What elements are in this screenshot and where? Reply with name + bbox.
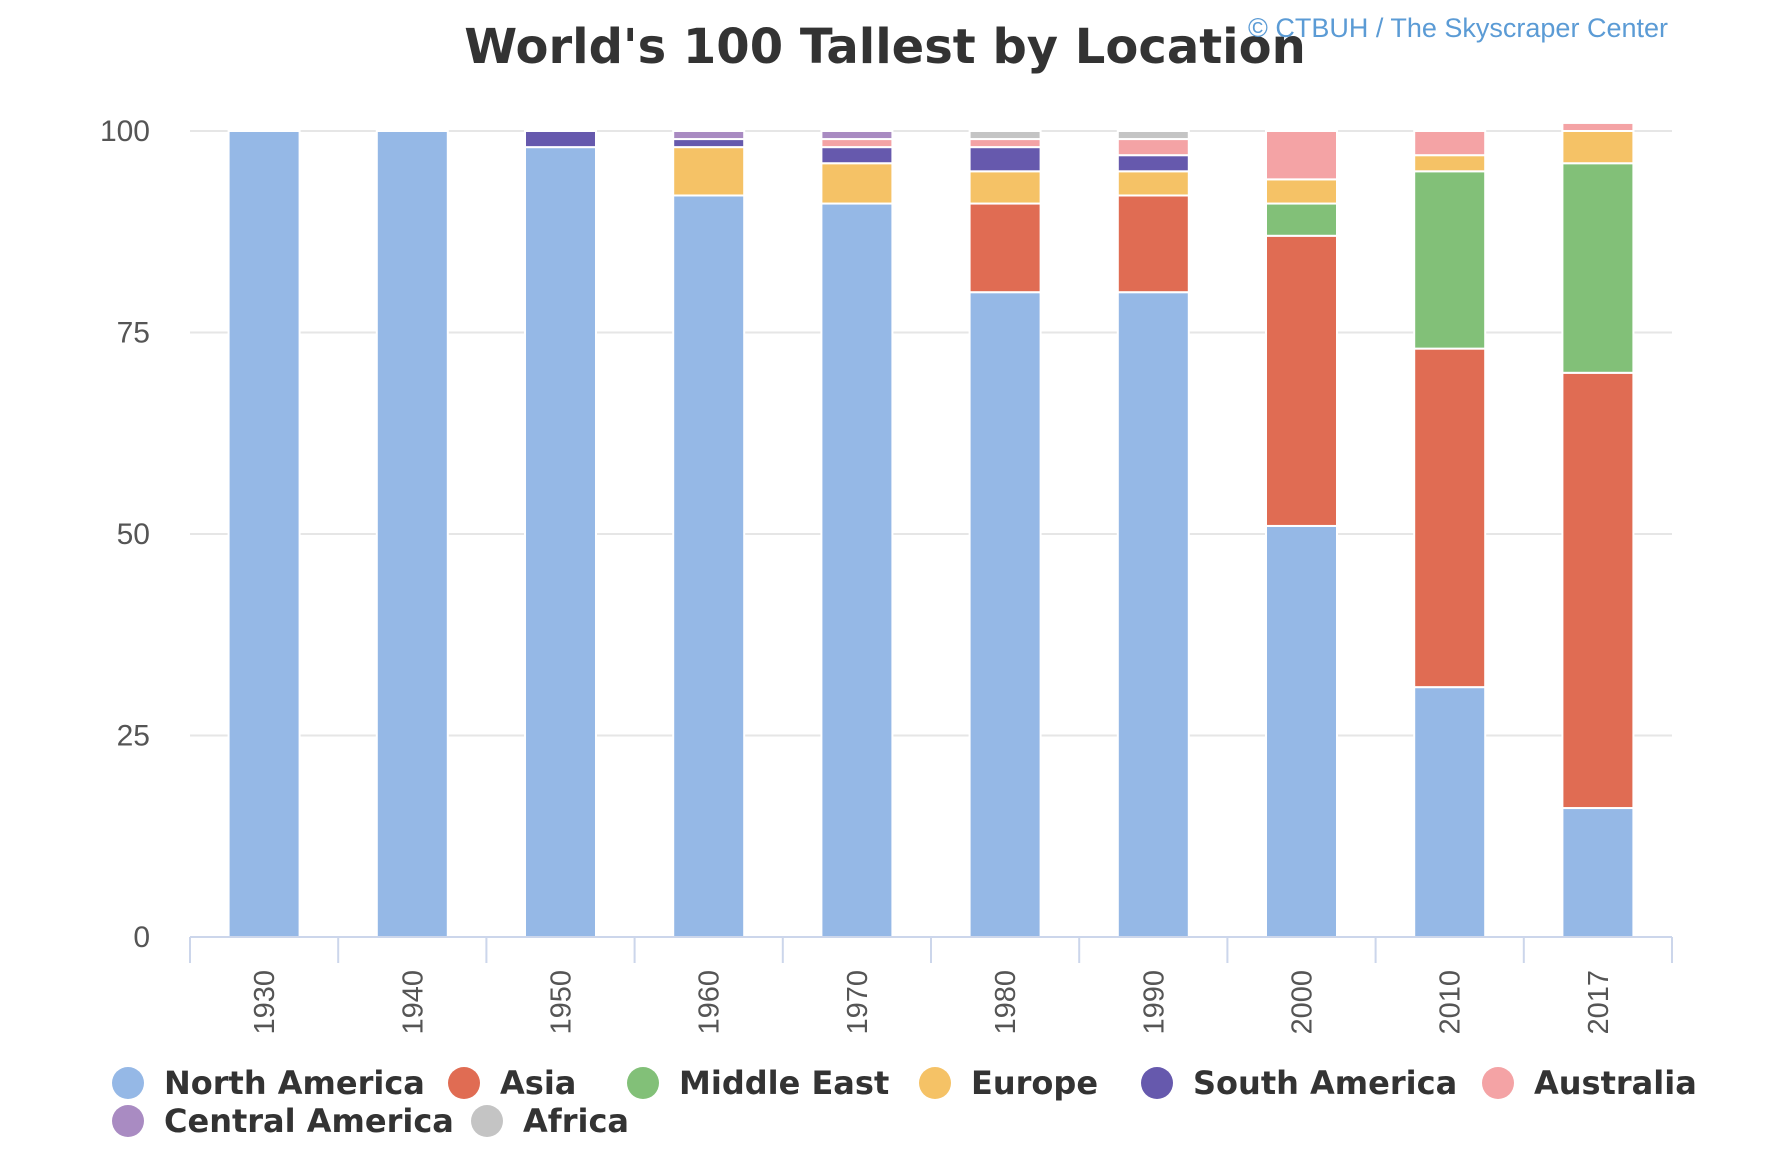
legend-label: Central America — [164, 1102, 454, 1140]
legend-marker — [627, 1067, 659, 1099]
bar-segment-north-america-1940[interactable] — [375, 130, 449, 938]
y-tick-label: 50 — [117, 518, 150, 551]
bar-segment-australia-1980[interactable] — [968, 138, 1042, 149]
bar-segment-asia-2017[interactable] — [1561, 371, 1635, 810]
bar-segment-south-america-1980[interactable] — [968, 146, 1042, 173]
legend-label: North America — [164, 1064, 425, 1102]
bar-segment-south-america-1990[interactable] — [1116, 154, 1190, 173]
x-axis-ticks: 1930 1940 1950 1960 1970 1980 1990 2000 2010 2017 — [249, 970, 1615, 1035]
bar-segment-australia-1970[interactable] — [820, 138, 894, 149]
y-axis-ticks: 0 25 50 75 100 — [100, 115, 150, 954]
x-tick-label: 2010 — [1435, 970, 1467, 1035]
legend-marker — [448, 1067, 480, 1099]
legend-item-asia[interactable]: Asia — [448, 1064, 576, 1102]
bar-segment-australia-2000[interactable] — [1265, 130, 1338, 181]
bar-segment-north-america-1990[interactable] — [1116, 291, 1190, 938]
bar-segment-middle-east-2010[interactable] — [1413, 170, 1487, 350]
legend-marker — [1482, 1067, 1514, 1099]
bar-segment-asia-1990[interactable] — [1116, 194, 1190, 294]
x-tick-label: 2000 — [1287, 970, 1319, 1035]
bar-segment-asia-1980[interactable] — [968, 202, 1042, 294]
legend-marker — [1141, 1067, 1173, 1099]
legend-label: Australia — [1534, 1064, 1697, 1102]
bar-segment-south-america-1970[interactable] — [820, 146, 894, 165]
x-tick-label: 1960 — [694, 970, 726, 1035]
bar-segment-australia-2017[interactable] — [1561, 121, 1635, 133]
bar-segment-europe-1980[interactable] — [968, 170, 1042, 205]
bar-segment-europe-1970[interactable] — [820, 162, 894, 205]
bar-segment-asia-2000[interactable] — [1265, 234, 1338, 527]
bar-segment-central-america-1970[interactable] — [820, 130, 894, 141]
bar-segment-europe-1960[interactable] — [672, 146, 746, 197]
chart-title: World's 100 Tallest by Location — [464, 19, 1306, 75]
bar-segment-north-america-1930[interactable] — [227, 130, 301, 938]
bar-segment-asia-2010[interactable] — [1413, 347, 1487, 689]
bar-segment-europe-2000[interactable] — [1265, 178, 1338, 205]
bar-segment-africa-1980[interactable] — [968, 130, 1042, 141]
y-tick-label: 25 — [117, 720, 150, 753]
bar-segment-middle-east-2017[interactable] — [1561, 162, 1635, 374]
legend-label: Middle East — [679, 1064, 889, 1102]
legend-marker — [919, 1067, 951, 1099]
legend-item-australia[interactable]: Australia — [1482, 1064, 1697, 1102]
bar-segment-north-america-1970[interactable] — [820, 202, 894, 939]
legend-item-south-america[interactable]: South America — [1141, 1064, 1457, 1102]
bar-segment-north-america-2017[interactable] — [1561, 807, 1635, 938]
legend-item-central-america[interactable]: Central America — [112, 1102, 454, 1140]
y-tick-label: 0 — [133, 921, 150, 954]
x-tick-label: 1970 — [842, 970, 874, 1035]
x-tick-label: 1940 — [397, 970, 429, 1035]
y-tick-label: 100 — [100, 115, 150, 148]
bar-segment-south-america-1950[interactable] — [524, 130, 597, 149]
x-tick-label: 1980 — [990, 970, 1022, 1035]
legend-item-africa[interactable]: Africa — [471, 1102, 629, 1140]
bar-segment-north-america-2010[interactable] — [1413, 686, 1487, 939]
legend-item-europe[interactable]: Europe — [919, 1064, 1098, 1102]
bars — [227, 121, 1635, 939]
bar-segment-central-america-1960[interactable] — [672, 130, 746, 141]
legend-label: South America — [1193, 1064, 1457, 1102]
legend-label: Africa — [523, 1102, 629, 1140]
x-axis — [189, 936, 1673, 963]
legend: North America Asia Middle East Europe South … — [112, 1064, 1697, 1140]
legend-label: Asia — [500, 1064, 576, 1102]
x-tick-label: 1990 — [1138, 970, 1170, 1035]
bar-segment-africa-1990[interactable] — [1116, 130, 1190, 141]
bar-segment-europe-1990[interactable] — [1116, 170, 1190, 197]
bar-segment-north-america-2000[interactable] — [1265, 524, 1338, 938]
bar-segment-europe-2010[interactable] — [1413, 154, 1487, 173]
bar-segment-south-america-1960[interactable] — [672, 138, 746, 149]
bar-segment-australia-1990[interactable] — [1116, 138, 1190, 157]
bar-segment-australia-2010[interactable] — [1413, 130, 1487, 157]
legend-label: Europe — [971, 1064, 1098, 1102]
bar-segment-north-america-1960[interactable] — [672, 194, 746, 939]
x-tick-label: 1950 — [546, 970, 578, 1035]
legend-marker — [471, 1105, 503, 1137]
bar-segment-north-america-1980[interactable] — [968, 291, 1042, 938]
legend-marker — [112, 1067, 144, 1099]
chart-credit-link[interactable]: © CTBUH / The Skyscraper Center — [1248, 13, 1668, 43]
x-tick-label: 1930 — [249, 970, 281, 1035]
bar-segment-middle-east-2000[interactable] — [1265, 202, 1338, 237]
y-tick-label: 75 — [117, 317, 150, 350]
legend-item-middle-east[interactable]: Middle East — [627, 1064, 889, 1102]
bar-segment-europe-2017[interactable] — [1561, 130, 1635, 165]
legend-marker — [112, 1105, 144, 1137]
legend-item-north-america[interactable]: North America — [112, 1064, 425, 1102]
bar-segment-north-america-1950[interactable] — [524, 146, 597, 938]
x-tick-label: 2017 — [1583, 970, 1615, 1035]
